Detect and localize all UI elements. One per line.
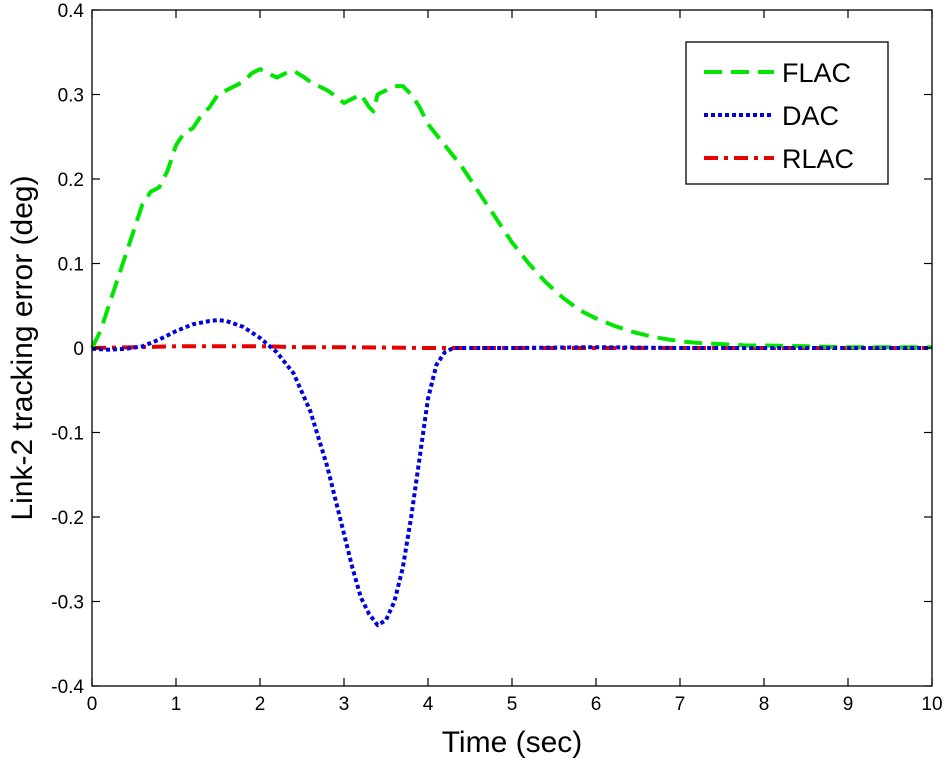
x-tick-label: 8: [759, 694, 770, 715]
legend: FLAC DAC RLAC: [685, 41, 889, 185]
series-line-rlac: [91, 344, 932, 350]
x-tick-label: 3: [339, 694, 350, 715]
axes-layer: [91, 9, 933, 687]
y-tick-label: 0: [73, 339, 84, 360]
x-tick-label: 7: [675, 694, 686, 715]
legend-label-rlac: RLAC: [782, 144, 854, 174]
y-tick-label: 0.4: [58, 1, 85, 22]
y-tick-label: -0.4: [51, 677, 84, 698]
x-tick-label: 10: [921, 694, 942, 715]
x-tick-label: 5: [507, 694, 518, 715]
y-tick-label: -0.2: [51, 508, 84, 529]
y-axis-label: Link-2 tracking error (deg): [6, 175, 39, 520]
x-axis-label: Time (sec): [442, 726, 583, 759]
series-line-flac: [90, 67, 932, 350]
x-tick-label: 4: [423, 694, 434, 715]
x-tick-label: 2: [255, 694, 266, 715]
x-tick-label: 6: [591, 694, 602, 715]
x-tick-label: 1: [171, 694, 182, 715]
series-layer: [90, 67, 932, 628]
tick-labels: 0 1 2 3 4 5 6 7 8 9 10 -0.4 -0.3 -0.2 -0.1 0 0.1 0.2 0.3 0.…: [51, 1, 942, 715]
y-tick-label: -0.1: [51, 424, 84, 445]
y-tick-label: 0.3: [58, 86, 84, 107]
y-tick-label: -0.3: [51, 593, 84, 614]
legend-items: FLAC DAC RLAC: [704, 58, 854, 174]
y-tick-label: 0.1: [58, 255, 84, 276]
series-line-dac: [91, 318, 932, 628]
y-tick-label: 0.2: [58, 170, 84, 191]
x-tick-label: 9: [843, 694, 854, 715]
x-tick-label: 0: [87, 694, 98, 715]
legend-label-dac: DAC: [782, 101, 839, 131]
legend-label-flac: FLAC: [782, 58, 851, 88]
